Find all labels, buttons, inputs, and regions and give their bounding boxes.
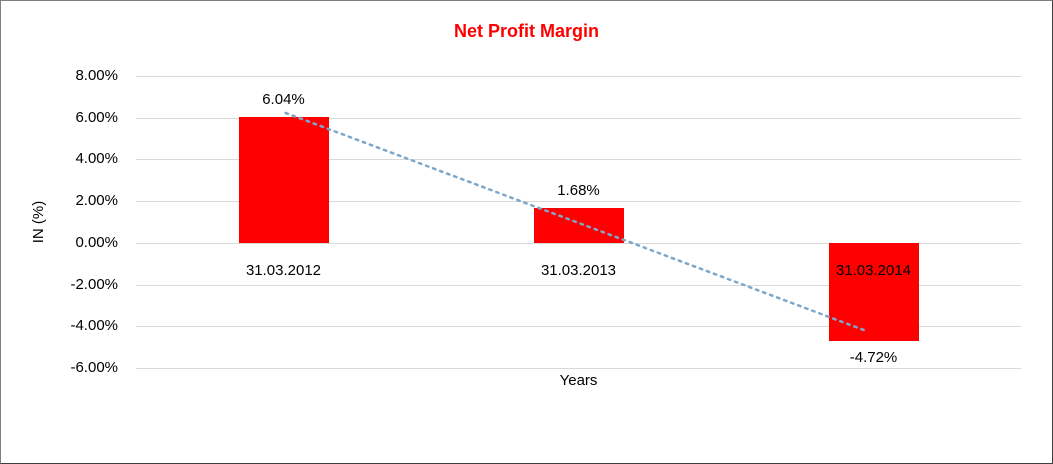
gridline — [136, 368, 1021, 369]
y-axis-title: IN (%) — [30, 200, 47, 244]
x-category-label: 31.03.2014 — [835, 261, 912, 279]
bar-31.03.2012 — [238, 116, 329, 243]
x-axis-title: Years — [559, 372, 598, 389]
y-tick-label: -4.00% — [70, 317, 118, 335]
y-tick-label: 6.00% — [75, 108, 118, 126]
bar-31.03.2014 — [828, 242, 919, 342]
data-label: -4.72% — [849, 349, 898, 367]
x-category-label: 31.03.2013 — [540, 261, 617, 279]
data-label: 1.68% — [557, 181, 600, 199]
y-tick-label: 0.00% — [75, 233, 118, 251]
y-tick-label: -2.00% — [70, 275, 118, 293]
chart-title: Net Profit Margin — [453, 21, 599, 41]
gridline — [136, 76, 1021, 77]
data-label: 6.04% — [262, 90, 305, 108]
y-tick-label: 4.00% — [75, 150, 118, 168]
y-tick-label: 2.00% — [75, 192, 118, 210]
y-tick-label: -6.00% — [70, 359, 118, 376]
x-category-label: 31.03.2012 — [245, 261, 322, 279]
plot-area: 6.04% 31.03.2012 1.68% 31.03.2013 -4.72% 31.0… — [136, 76, 1021, 369]
y-tick-label: 8.00% — [75, 67, 118, 84]
bar-31.03.2013 — [533, 207, 624, 243]
